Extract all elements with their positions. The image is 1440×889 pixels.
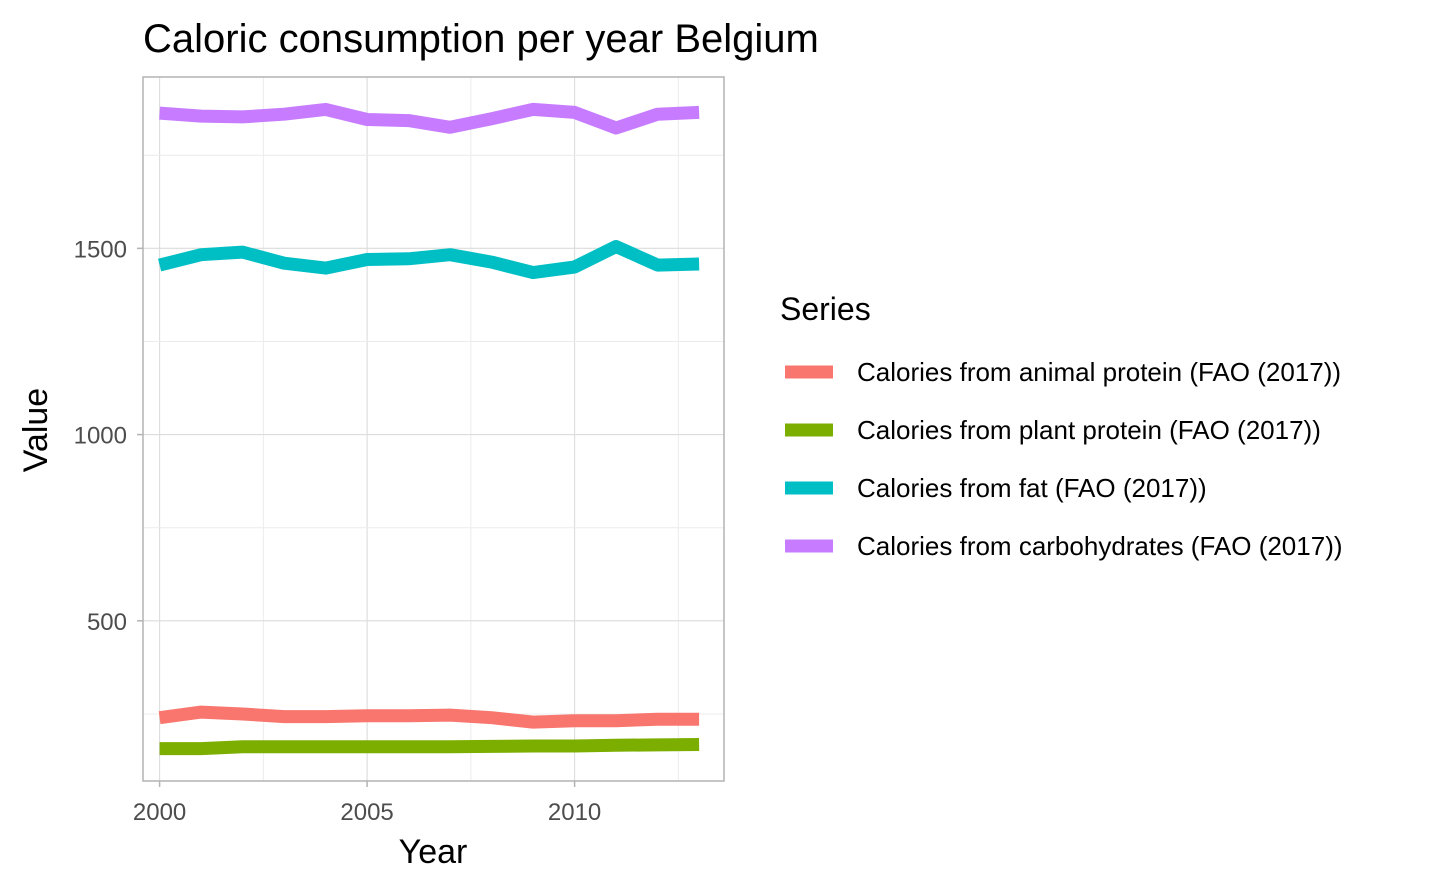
x-tick-label: 2010	[548, 799, 601, 826]
x-tick-label: 2005	[340, 799, 393, 826]
y-axis-title: Value	[17, 388, 55, 472]
legend-items: Calories from animal protein (FAO (2017)…	[785, 357, 1343, 561]
grid	[143, 77, 724, 781]
y-tick-label: 1500	[74, 236, 127, 263]
y-tick-label: 1000	[74, 423, 127, 450]
x-axis-title: Year	[399, 833, 468, 871]
series-line-1	[158, 705, 700, 729]
legend-label-3: Calories from fat (FAO (2017))	[857, 473, 1207, 503]
series-line-4	[159, 102, 700, 135]
legend-title: Series	[780, 291, 871, 327]
axis-ticks: 2000 2005 2010 500 1000 1500	[74, 236, 602, 826]
chart-title: Caloric consumption per year Belgium	[143, 17, 819, 61]
plot-panel-border	[142, 76, 725, 782]
x-tick-label: 2000	[133, 799, 186, 826]
legend-label-4: Calories from carbohydrates (FAO (2017))	[857, 531, 1343, 561]
legend-label-2: Calories from plant protein (FAO (2017))	[857, 415, 1321, 445]
legend-label-1: Calories from animal protein (FAO (2017)…	[857, 357, 1341, 387]
series-line-3	[158, 240, 700, 280]
series-line-2	[159, 738, 700, 756]
series-lines	[158, 102, 700, 756]
y-tick-label: 500	[87, 609, 127, 636]
legend: Series Calories from animal protein (FAO…	[780, 291, 1343, 561]
